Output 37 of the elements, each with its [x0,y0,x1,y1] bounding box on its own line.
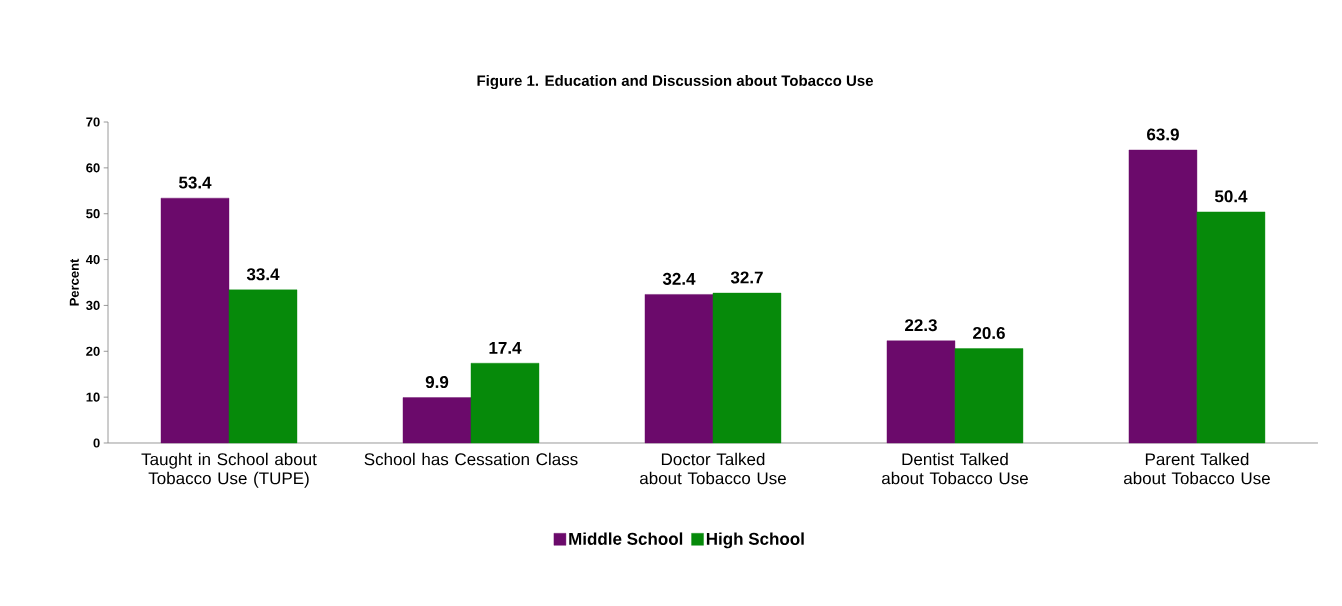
data-label: 33.4 [246,268,280,281]
data-label: 9.9 [425,376,449,389]
y-axis-title: Percent [69,258,79,306]
bar [954,348,1024,444]
x-tick-label: Dentist Talked about Tobacco Use [881,452,1028,485]
chart-title: Figure 1. Education and Discussion about Tobacco Use [477,74,874,90]
bar [712,292,782,444]
data-label: 17.4 [489,341,522,354]
data-label: 20.6 [973,326,1005,340]
y-tick-label: 30 [86,300,100,311]
y-tick-label: 10 [86,392,100,402]
data-label: 32.4 [662,272,696,285]
data-label: 53.4 [178,176,212,189]
legend-label: High School [706,532,804,549]
bar [886,340,956,444]
y-tick-label: 70 [86,117,100,127]
bar [644,294,714,444]
y-tick-label: 20 [86,346,100,356]
bar [470,363,540,444]
y-tick-label: 60 [86,163,100,173]
y-tick-label: 50 [86,209,100,219]
x-tick-label: Parent Talked about Tobacco Use [1123,452,1270,485]
legend-label: Middle School [569,532,683,545]
data-label: 32.7 [730,271,763,284]
x-tick-label: Doctor Talked about Tobacco Use [639,452,786,485]
data-label: 22.3 [905,319,937,332]
bar [228,289,298,444]
bar [402,397,472,444]
bar [160,197,230,444]
data-label: 50.4 [1214,190,1248,203]
y-tick-label: 40 [85,254,100,265]
x-tick-label: Taught in School about Tobacco Use (TUPE) [141,452,317,488]
y-tick-label: 0 [93,438,100,448]
bar [1128,149,1198,444]
x-tick-label: School has Cessation Class [364,452,578,466]
data-label: 63.9 [1147,128,1179,141]
bar [1196,211,1266,444]
